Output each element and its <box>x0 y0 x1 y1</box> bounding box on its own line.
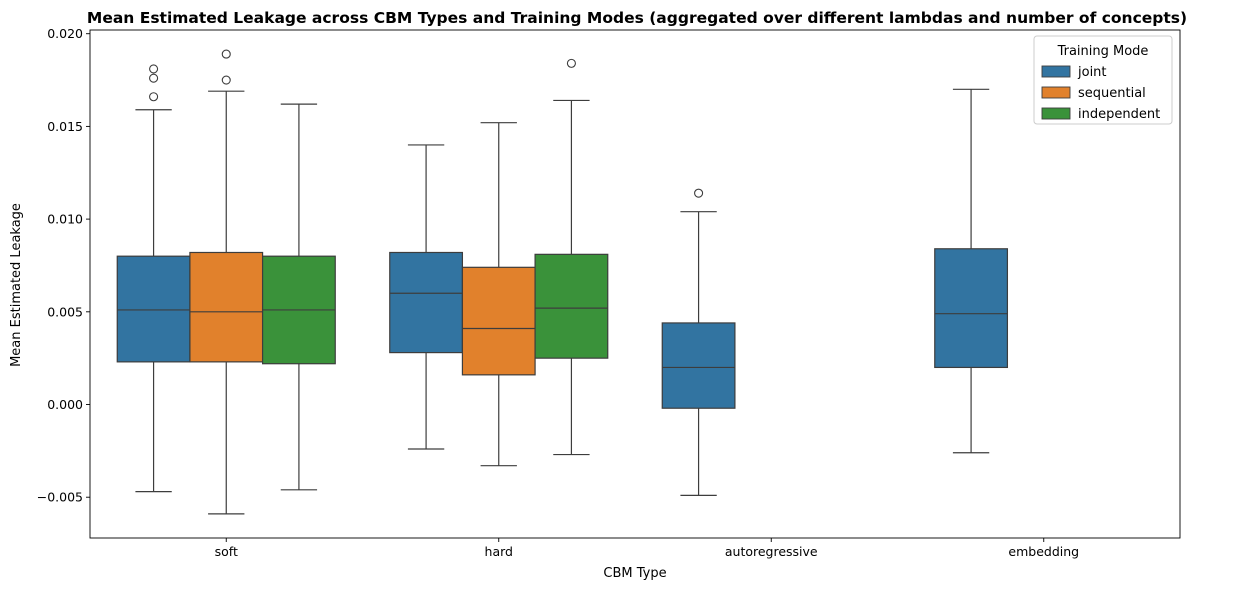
plot-frame <box>89 29 1181 539</box>
box-joint-soft <box>116 64 191 493</box>
y-tick-label: 0.005 <box>47 304 83 319</box>
box-body <box>189 251 264 363</box>
box-joint-hard <box>389 144 464 450</box>
box-independent-soft <box>261 103 336 491</box>
y-axis-label: Mean Estimated Leakage <box>9 203 24 367</box>
y-tick-label: 0.000 <box>47 397 83 412</box>
box-joint-embedding <box>934 88 1009 454</box>
legend-box <box>1033 35 1173 125</box>
x-tick-label: soft <box>215 544 238 559</box>
legend-swatch-joint <box>1041 65 1071 78</box>
outlier-point <box>221 49 231 59</box>
legend-swatch-sequential <box>1041 86 1071 99</box>
x-axis-label: CBM Type <box>603 566 666 581</box>
box-body <box>661 322 736 409</box>
y-axis: −0.005 0.000 0.005 0.010 0.015 0.020 <box>37 26 90 505</box>
box-body <box>389 251 464 354</box>
box-sequential-soft <box>189 49 264 515</box>
y-tick-label: 0.010 <box>47 212 83 227</box>
box-body <box>116 255 191 363</box>
x-tick-label: embedding <box>1008 544 1079 559</box>
legend-swatch-independent <box>1041 107 1071 120</box>
y-tick-label: −0.005 <box>37 490 83 505</box>
chart-title: Mean Estimated Leakage across CBM Types … <box>87 9 1187 27</box>
box-joint-autoregressive <box>661 188 736 496</box>
outlier-point <box>694 188 704 198</box>
x-tick-label: hard <box>485 544 513 559</box>
plot-area <box>89 29 1181 539</box>
outlier-point <box>149 92 159 102</box>
legend: Training Mode joint sequential independent <box>1033 35 1173 125</box>
outlier-point <box>221 75 231 85</box>
box-body <box>461 266 536 376</box>
y-tick-label: 0.020 <box>47 26 83 41</box>
outlier-point <box>566 58 576 68</box>
y-tick-label: 0.015 <box>47 119 83 134</box>
x-axis: soft hard autoregressive embedding <box>215 538 1079 559</box>
legend-label-joint: joint <box>1077 65 1107 80</box>
box-body <box>534 253 609 359</box>
outlier-point <box>149 64 159 74</box>
legend-title: Training Mode <box>1057 44 1149 59</box>
box-sequential-hard <box>461 122 536 467</box>
box-body <box>934 248 1009 369</box>
legend-label-independent: independent <box>1078 107 1160 122</box>
outlier-point <box>149 73 159 83</box>
box-independent-hard <box>534 58 609 456</box>
legend-label-sequential: sequential <box>1078 86 1146 101</box>
x-tick-label: autoregressive <box>725 544 818 559</box>
